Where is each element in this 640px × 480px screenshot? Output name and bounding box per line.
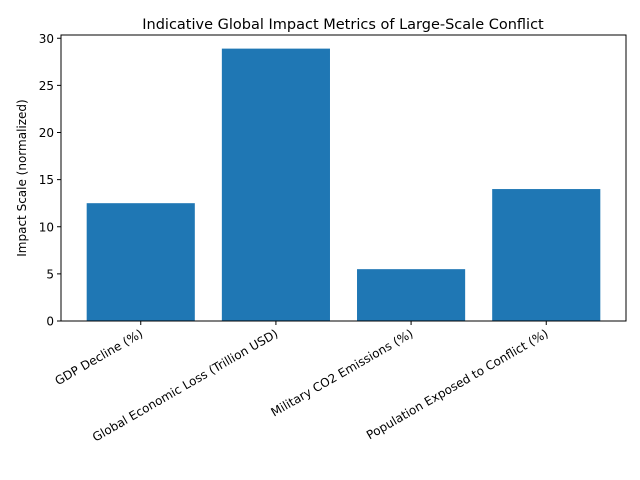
bar-0: [86, 203, 195, 321]
bars-layer: [86, 48, 601, 321]
y-axis: 0 5 10 15 20 25 30: [39, 32, 61, 329]
y-tick-label-5: 25: [39, 79, 54, 93]
y-tick-label-3: 15: [39, 173, 54, 187]
y-tick-label-0: 0: [46, 315, 54, 329]
x-axis: GDP Decline (%)Global Economic Loss (Tri…: [52, 321, 551, 444]
y-tick-label-2: 10: [39, 220, 54, 234]
y-tick-label-4: 20: [39, 126, 54, 140]
bar-2: [357, 269, 466, 321]
x-tick-label-0: GDP Decline (%): [52, 326, 145, 388]
y-tick-label-6: 30: [39, 32, 54, 46]
y-axis-label: Impact Scale (normalized): [15, 99, 29, 256]
chart-title: Indicative Global Impact Metrics of Larg…: [142, 17, 544, 33]
x-tick-label-2: Military CO2 Emissions (%): [268, 326, 415, 419]
bar-1: [221, 48, 330, 321]
y-tick-label-1: 5: [46, 267, 54, 281]
bar-3: [492, 189, 601, 321]
plot-frame: [60, 34, 627, 322]
